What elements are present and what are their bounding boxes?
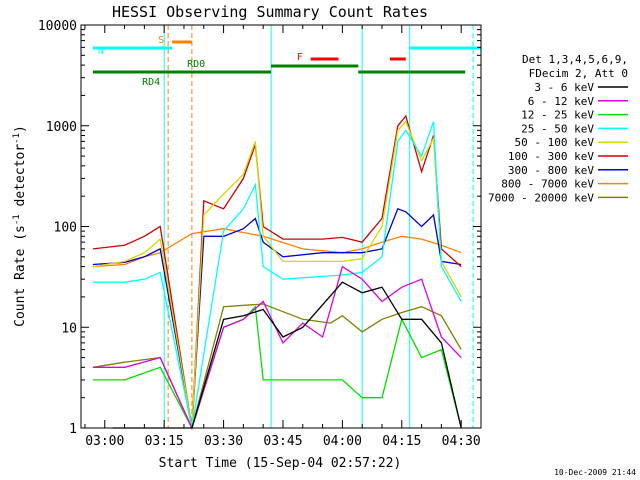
y-tick-label: 1000 bbox=[46, 120, 77, 135]
annotation-bar-label: S bbox=[158, 35, 164, 46]
vertical-markers bbox=[163, 25, 474, 428]
y-tick-label: 1 bbox=[69, 422, 77, 437]
legend-entry-label: 100 - 300 keV bbox=[508, 150, 594, 163]
series-line bbox=[92, 121, 462, 429]
legend: Det 1,3,4,5,6,9, FDecim 2, Att 0 3 - 6 k… bbox=[488, 53, 628, 204]
series-line bbox=[92, 114, 462, 429]
legend-entry-label: 50 - 100 keV bbox=[515, 136, 595, 149]
y-tick-label: 10 bbox=[61, 321, 77, 336]
x-tick-label: 03:45 bbox=[263, 434, 302, 449]
legend-header-line-2: FDecim 2, Att 0 bbox=[529, 67, 628, 80]
y-tick-label: 100 bbox=[54, 221, 77, 236]
legend-entry-label: 3 - 6 keV bbox=[534, 81, 594, 94]
series-line bbox=[92, 305, 462, 430]
series-lines bbox=[92, 114, 462, 430]
series-line bbox=[112, 281, 462, 429]
y-tick-label: 10000 bbox=[38, 19, 77, 34]
series-line bbox=[92, 207, 462, 429]
annotation-bar-label: RD0 bbox=[187, 59, 205, 70]
x-axis-ticks: 03:00 03:15 03:30 03:45 04:00 04:15 04:30 bbox=[84, 25, 482, 449]
x-tick-label: 03:15 bbox=[145, 434, 184, 449]
annotation-bar-label: N bbox=[98, 46, 104, 57]
series-line bbox=[92, 265, 462, 430]
chart-title: HESSI Observing Summary Count Rates bbox=[112, 3, 428, 21]
y-axis-ticks: 10000 1000 100 10 1 bbox=[38, 19, 481, 437]
x-tick-label: 04:00 bbox=[323, 434, 362, 449]
annotation-bars: S N RD4 RD0 F bbox=[92, 35, 481, 88]
x-tick-label: 03:30 bbox=[204, 434, 243, 449]
annotation-bar-label: F bbox=[297, 52, 303, 63]
x-axis-label: Start Time (15-Sep-04 02:57:22) bbox=[159, 456, 402, 471]
legend-entry-label: 800 - 7000 keV bbox=[501, 178, 594, 191]
x-tick-label: 04:30 bbox=[442, 434, 481, 449]
x-tick-label: 04:15 bbox=[382, 434, 421, 449]
legend-header-line-1: Det 1,3,4,5,6,9, bbox=[522, 53, 628, 66]
legend-entry-label: 6 - 12 keV bbox=[528, 95, 595, 108]
legend-entry-label: 300 - 800 keV bbox=[508, 164, 594, 177]
x-tick-label: 03:00 bbox=[85, 434, 124, 449]
legend-entry-label: 12 - 25 keV bbox=[521, 109, 594, 122]
series-line bbox=[92, 303, 462, 430]
legend-entry-label: 7000 - 20000 keV bbox=[488, 191, 594, 204]
annotation-bar-label: RD4 bbox=[142, 77, 160, 88]
legend-entry-label: 25 - 50 keV bbox=[521, 122, 594, 135]
series-line bbox=[92, 228, 462, 268]
footer-timestamp: 10-Dec-2009 21:44 bbox=[554, 468, 636, 477]
y-axis-label: Count Rate (s-1 detector-1) bbox=[12, 125, 28, 327]
